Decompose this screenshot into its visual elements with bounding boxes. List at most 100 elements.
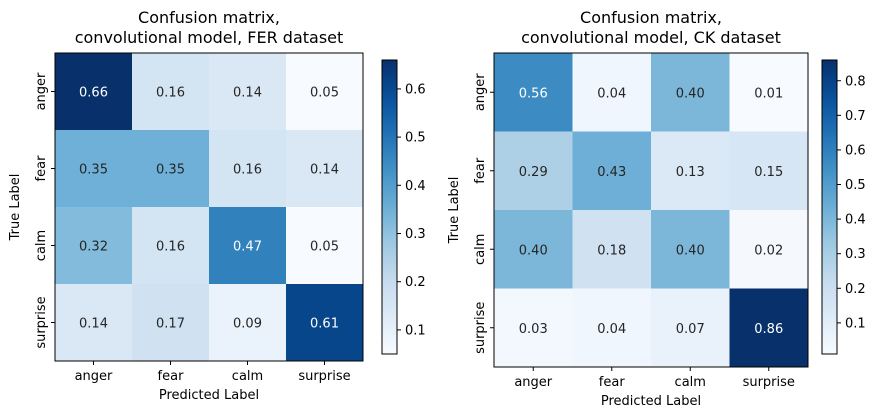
x-tick-label: anger [514,375,552,390]
colorbar-tick-label: 0.7 [845,109,866,124]
cell-value-label: 0.17 [156,317,185,332]
heatmap-cell [55,53,133,131]
heatmap-panel-1: 0.66 0.16 0.14 0.05 0.35 0.35 0.16 0.14 0.32 0.16… [8,8,426,403]
heatmap-cell [729,53,809,132]
heatmap-cell [55,207,133,285]
heatmap-cell [651,53,730,132]
cell-value-label: 0.32 [79,240,108,255]
cell-value-label: 0.07 [676,322,705,337]
colorbar-tick-label: 0.6 [405,82,426,97]
x-tick-label: fear [599,375,626,390]
colorbar-tick-label: 0.6 [845,143,866,158]
cell-value-label: 0.66 [79,86,108,101]
colorbar-tick-label: 0.1 [845,316,866,331]
heatmap-cell [209,207,287,285]
heatmap-cell [651,288,730,368]
y-tick-label: surprise [34,296,49,348]
colorbar-tick-label: 0.8 [845,74,866,89]
heatmap-cell [729,288,809,368]
cell-value-label: 0.18 [597,243,626,258]
cell-value-label: 0.04 [597,86,626,101]
heatmap-frame [493,52,809,368]
cell-value-label: 0.14 [310,163,339,178]
cell-value-label: 0.04 [597,322,626,337]
cell-value-label: 0.01 [754,86,783,101]
heatmap-cell [209,284,287,362]
cell-value-label: 0.05 [310,86,339,101]
x-axis-title: Predicted Label [601,394,701,409]
cell-value-label: 0.16 [156,86,185,101]
y-axis-title: True Label [8,174,23,242]
cell-value-label: 0.09 [233,317,262,332]
heatmap-cell [132,207,210,285]
y-tick-label: calm [34,230,49,261]
cell-value-label: 0.47 [233,240,262,255]
heatmap-cell [494,131,573,211]
colorbar-tick-label: 0.3 [845,247,866,262]
cell-value-label: 0.40 [676,243,705,258]
colorbar-tick-label: 0.4 [845,213,866,228]
heatmap-cell [286,53,364,131]
chart-title-line: convolutional model, CK dataset [521,28,781,47]
x-tick-label: calm [232,369,263,384]
cell-value-label: 0.61 [310,317,339,332]
x-tick-label: fear [158,369,185,384]
heatmap-frame [54,52,364,362]
x-tick-label: anger [75,369,113,384]
heatmap-cell [286,207,364,285]
colorbar-tick-label: 0.5 [845,178,866,193]
y-axis-title: True Label [447,177,462,245]
heatmap-cell [55,130,133,208]
y-tick-label: anger [34,72,49,110]
cell-value-label: 0.15 [754,165,783,180]
colorbar-tick-label: 0.5 [405,131,426,146]
heatmap-cell [286,284,364,362]
colorbar [821,59,838,355]
heatmap-cell [132,53,210,131]
x-tick-label: surprise [298,369,350,384]
heatmap-cell [132,130,210,208]
heatmap-cell [209,130,287,208]
cell-value-label: 0.40 [519,243,548,258]
cell-value-label: 0.56 [519,86,548,101]
y-tick-label: fear [473,157,488,184]
y-tick-label: anger [473,73,488,111]
heatmap-cell [494,53,573,132]
cell-value-label: 0.14 [233,86,262,101]
heatmap-cell [572,53,652,132]
heatmap-cell [729,131,809,211]
chart-title-line: convolutional model, FER dataset [75,28,344,47]
heatmap-cell [132,284,210,362]
heatmap-cell [572,131,652,211]
cell-value-label: 0.35 [79,163,108,178]
cell-value-label: 0.35 [156,163,185,178]
cell-value-label: 0.05 [310,240,339,255]
heatmap-cell [572,210,652,289]
cell-value-label: 0.14 [79,317,108,332]
x-axis-title: Predicted Label [159,388,259,403]
x-tick-label: surprise [743,375,795,390]
cell-value-label: 0.02 [754,243,783,258]
colorbar-tick-label: 0.2 [845,282,866,297]
colorbar-tick-label: 0.4 [405,179,426,194]
cell-value-label: 0.43 [597,165,626,180]
cell-value-label: 0.16 [156,240,185,255]
cell-value-label: 0.16 [233,163,262,178]
cell-value-label: 0.86 [754,322,783,337]
colorbar-tick-label: 0.2 [405,275,426,290]
colorbar-tick-label: 0.3 [405,227,426,242]
chart-title-line: Confusion matrix, [138,8,280,27]
chart-title-line: Confusion matrix, [580,8,722,27]
cell-value-label: 0.40 [676,86,705,101]
heatmap-cell [209,53,287,131]
colorbar-tick-label: 0.1 [405,323,426,338]
heatmap-cell [494,288,573,368]
y-tick-label: calm [473,234,488,265]
heatmap-cell [286,130,364,208]
cell-value-label: 0.13 [676,165,705,180]
y-tick-label: surprise [473,302,488,354]
heatmap-cell [494,210,573,289]
heatmap-cell [651,131,730,211]
